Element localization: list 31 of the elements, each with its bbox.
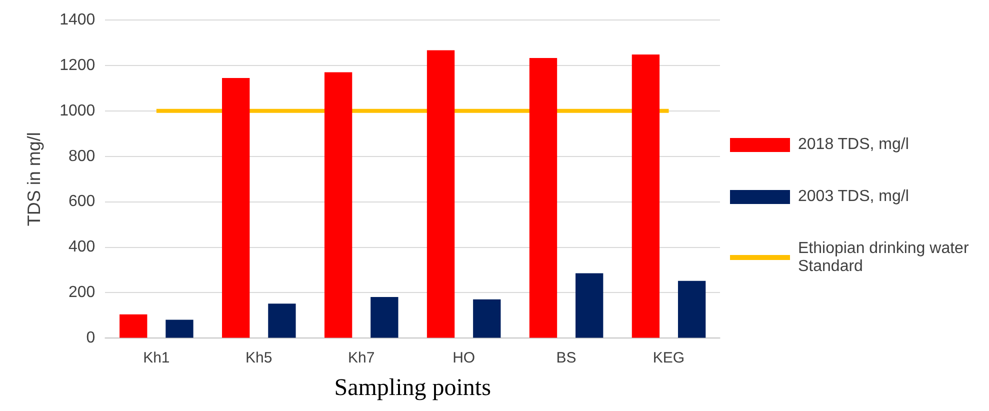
y-axis-title: TDS in mg/l bbox=[24, 132, 44, 226]
bar bbox=[120, 314, 148, 338]
bar bbox=[222, 78, 250, 338]
x-tick-label: Kh7 bbox=[348, 349, 375, 366]
y-tick-label: 400 bbox=[68, 238, 96, 256]
x-tick-label: HO bbox=[452, 349, 476, 366]
bar bbox=[370, 297, 398, 338]
bar bbox=[678, 280, 706, 338]
legend-label: Ethiopian drinking water Standard bbox=[798, 240, 970, 276]
x-tick-label: Kh1 bbox=[143, 349, 170, 366]
bar bbox=[324, 72, 352, 338]
x-tick-label: BS bbox=[556, 349, 576, 366]
bar bbox=[473, 299, 501, 338]
y-tick-label: 800 bbox=[68, 148, 96, 165]
legend-label: 2003 TDS, mg/l bbox=[798, 188, 909, 206]
x-axis-title: Sampling points bbox=[334, 374, 491, 401]
y-tick-label: 1200 bbox=[60, 56, 96, 74]
x-tick-label: KEG bbox=[652, 349, 685, 366]
bar bbox=[166, 320, 194, 338]
bar bbox=[529, 58, 558, 338]
bar bbox=[426, 50, 455, 338]
y-tick-label: 600 bbox=[68, 193, 96, 210]
bar bbox=[576, 273, 604, 338]
y-tick-label: 0 bbox=[86, 330, 96, 347]
y-tick-label: 200 bbox=[68, 284, 96, 302]
y-tick-label: 1400 bbox=[60, 11, 96, 28]
bar bbox=[268, 304, 296, 338]
legend-label: 2018 TDS, mg/l bbox=[798, 136, 909, 154]
bar bbox=[632, 54, 660, 338]
x-tick-label: Kh5 bbox=[246, 349, 272, 366]
y-tick-label: 1000 bbox=[60, 102, 96, 120]
